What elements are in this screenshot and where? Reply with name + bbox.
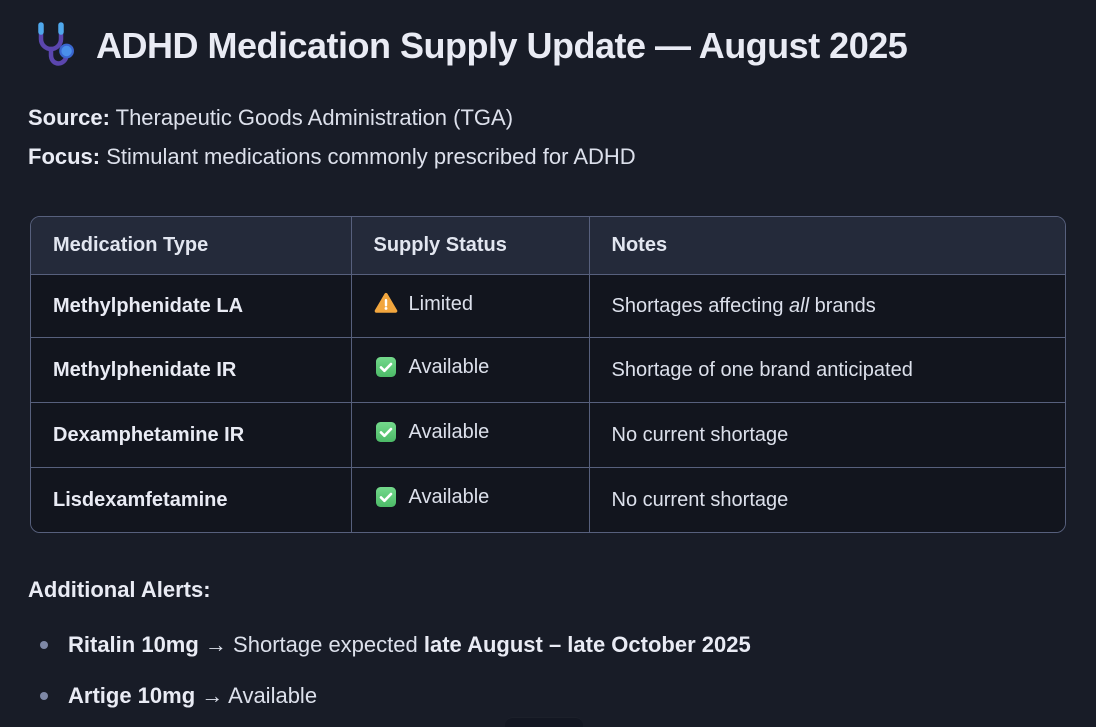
- table-header: Medication Type Supply Status Notes: [31, 217, 1065, 275]
- source-line: Source: Therapeutic Goods Administration…: [28, 98, 1068, 137]
- meta-block: Source: Therapeutic Goods Administration…: [28, 98, 1068, 176]
- note-text-suffix: brands: [809, 294, 876, 317]
- check-icon: [374, 420, 398, 444]
- status-text: Available: [408, 485, 490, 508]
- note-cell: Shortages affecting all brands: [588, 274, 1065, 338]
- alert-text-bold: late August – late October 2025: [423, 632, 751, 657]
- arrow-icon: →: [198, 632, 234, 657]
- supply-table: Medication Type Supply Status Notes Meth…: [30, 216, 1066, 533]
- note-text: No current shortage: [611, 488, 789, 511]
- focus-line: Focus: Stimulant medications commonly pr…: [28, 137, 1068, 176]
- status-cell: Limited: [350, 274, 589, 338]
- note-text: Shortages affecting: [611, 294, 790, 317]
- page-title: ADHD Medication Supply Update — August 2…: [96, 25, 908, 66]
- additional-alerts-heading: Additional Alerts:: [28, 577, 211, 602]
- note-text: No current shortage: [611, 423, 789, 446]
- arrow-icon: →: [195, 683, 229, 708]
- alert-text: Available: [228, 683, 318, 708]
- medication-name: Methylphenidate IR: [31, 337, 351, 403]
- check-icon: [374, 485, 398, 509]
- table-row: Methylphenidate LA Limited: [31, 274, 1065, 338]
- alert-medication-name: Ritalin 10mg: [68, 632, 199, 657]
- stethoscope-icon: [28, 20, 80, 72]
- alert-medication-name: Artige 10mg: [68, 683, 196, 708]
- table-row: Methylphenidate IR: [31, 337, 1065, 403]
- bottom-peek-element: [505, 717, 583, 727]
- status-cell: Available: [350, 402, 589, 468]
- page-header: ADHD Medication Supply Update — August 2…: [28, 0, 1068, 72]
- source-value: Therapeutic Goods Administration (TGA): [109, 105, 514, 130]
- warning-icon: [374, 292, 398, 316]
- note-cell: No current shortage: [588, 402, 1065, 468]
- source-label: Source:: [28, 105, 110, 130]
- bullet-icon: [40, 641, 48, 649]
- bullet-icon: [40, 692, 48, 700]
- table-row: Lisdexamfetamine Available: [31, 467, 1065, 532]
- check-icon: [374, 355, 398, 379]
- medication-name: Dexamphetamine IR: [31, 402, 351, 468]
- note-cell: Shortage of one brand anticipated: [588, 337, 1065, 403]
- col-header-supply-status: Supply Status: [350, 217, 589, 275]
- col-header-notes: Notes: [588, 217, 1065, 275]
- list-item: Artige 10mg → Available: [28, 682, 1068, 710]
- medication-name: Methylphenidate LA: [31, 274, 351, 338]
- focus-label: Focus:: [28, 144, 101, 169]
- table-row: Dexamphetamine IR Available: [31, 402, 1065, 468]
- alert-list: Ritalin 10mg → Shortage expected late Au…: [28, 631, 1068, 710]
- list-item: Ritalin 10mg → Shortage expected late Au…: [28, 631, 1068, 659]
- col-header-medication-type: Medication Type: [31, 217, 351, 275]
- report-page: ADHD Medication Supply Update — August 2…: [28, 0, 1068, 710]
- status-cell: Available: [350, 337, 589, 403]
- note-italic-text: all: [789, 294, 810, 317]
- status-text: Available: [408, 355, 490, 378]
- note-cell: No current shortage: [588, 467, 1065, 532]
- note-text: Shortage of one brand anticipated: [611, 358, 913, 381]
- alert-text: Shortage expected: [233, 632, 424, 657]
- status-text: Available: [408, 420, 490, 443]
- medication-name: Lisdexamfetamine: [31, 467, 351, 532]
- focus-value: Stimulant medications commonly prescribe…: [100, 144, 636, 169]
- status-text: Limited: [408, 292, 473, 315]
- status-cell: Available: [350, 467, 589, 532]
